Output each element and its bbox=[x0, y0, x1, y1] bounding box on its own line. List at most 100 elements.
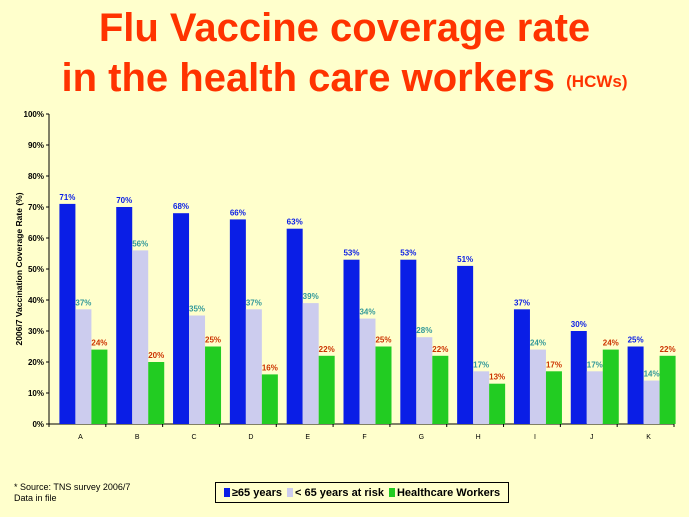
data-label: 13% bbox=[489, 373, 505, 382]
data-label: 28% bbox=[416, 326, 432, 335]
x-tick-label: B bbox=[135, 434, 140, 441]
data-label: 22% bbox=[319, 345, 335, 354]
source-footnote: * Source: TNS survey 2006/7 Data in file bbox=[14, 482, 130, 504]
data-label: 53% bbox=[343, 249, 359, 258]
x-tick-label: J bbox=[590, 434, 594, 441]
bar bbox=[116, 207, 133, 424]
bar bbox=[302, 303, 319, 424]
data-label: 37% bbox=[246, 298, 262, 307]
data-label: 17% bbox=[473, 360, 489, 369]
source-text: * Source: TNS survey 2006/7 bbox=[14, 482, 131, 492]
data-label: 16% bbox=[262, 363, 278, 372]
y-tick-label: 50% bbox=[28, 265, 44, 274]
bar bbox=[229, 219, 246, 424]
data-label: 66% bbox=[230, 208, 246, 217]
data-label: 20% bbox=[148, 351, 164, 360]
bar bbox=[148, 362, 165, 424]
y-tick-label: 60% bbox=[28, 234, 44, 243]
bar bbox=[359, 318, 376, 424]
y-tick-label: 90% bbox=[28, 141, 44, 150]
data-label: 22% bbox=[660, 345, 676, 354]
bar bbox=[602, 349, 619, 424]
y-tick-label: 0% bbox=[32, 420, 44, 429]
x-tick-label: D bbox=[248, 434, 253, 441]
bar bbox=[173, 213, 190, 424]
chart-legend: ≥65 years < 65 years at risk Healthcare … bbox=[215, 482, 509, 503]
data-label: 24% bbox=[91, 339, 107, 348]
bar bbox=[245, 309, 262, 424]
data-note: Data in file bbox=[14, 493, 57, 503]
legend-swatch bbox=[223, 488, 230, 497]
slide-title-line2: in the health care workers (HCWs) bbox=[0, 56, 689, 101]
bar bbox=[643, 380, 660, 424]
legend-label: < 65 years at risk bbox=[294, 486, 384, 499]
bar bbox=[343, 259, 360, 424]
legend-swatch bbox=[286, 488, 293, 497]
x-tick-label: E bbox=[305, 434, 310, 441]
data-label: 30% bbox=[571, 320, 587, 329]
y-tick-label: 100% bbox=[24, 110, 44, 119]
bar bbox=[529, 349, 546, 424]
slide-title-main: in the health care workers bbox=[61, 56, 555, 100]
x-tick-label: G bbox=[419, 434, 424, 441]
data-label: 70% bbox=[116, 196, 132, 205]
bar bbox=[286, 228, 303, 424]
legend-item-under-65-at-risk: < 65 years at risk bbox=[286, 486, 384, 499]
bar bbox=[261, 374, 278, 424]
y-tick-label: 40% bbox=[28, 296, 44, 305]
bar bbox=[375, 346, 392, 424]
data-label: 25% bbox=[205, 336, 221, 345]
y-axis-title: 2006/7 Vaccination Coverage Rate (%) bbox=[14, 192, 24, 345]
bar bbox=[513, 309, 530, 424]
data-label: 51% bbox=[457, 255, 473, 264]
legend-label: ≥65 years bbox=[231, 486, 282, 499]
slide-title-line1: Flu Vaccine coverage rate bbox=[98, 6, 591, 50]
x-tick-label: C bbox=[192, 434, 197, 441]
chart-data-labels: 71% 37% 24% 70% 56% 20% 68% 35% 25% 66% 37% 16% 63% 3… bbox=[59, 193, 675, 382]
slide-title-suffix: (HCWs) bbox=[566, 72, 628, 91]
bar bbox=[659, 355, 676, 424]
y-tick-label: 70% bbox=[28, 203, 44, 212]
y-tick-label: 80% bbox=[28, 172, 44, 181]
bar bbox=[318, 355, 335, 424]
bar bbox=[400, 259, 417, 424]
data-label: 17% bbox=[587, 360, 603, 369]
data-label: 39% bbox=[303, 292, 319, 301]
bar bbox=[91, 349, 108, 424]
x-tick-label: K bbox=[646, 434, 651, 441]
data-label: 24% bbox=[603, 339, 619, 348]
bar bbox=[59, 203, 76, 424]
bar bbox=[189, 315, 206, 424]
bar bbox=[545, 371, 562, 424]
data-label: 71% bbox=[59, 193, 75, 202]
bar bbox=[457, 265, 474, 424]
data-label: 63% bbox=[287, 218, 303, 227]
x-tick-label: I bbox=[534, 434, 536, 441]
x-tick-label: F bbox=[362, 434, 366, 441]
bar bbox=[489, 383, 506, 424]
data-label: 34% bbox=[359, 308, 375, 317]
data-label: 35% bbox=[189, 305, 205, 314]
x-tick-label: A bbox=[78, 434, 83, 441]
legend-swatch bbox=[388, 488, 395, 497]
data-label: 22% bbox=[432, 345, 448, 354]
data-label: 24% bbox=[530, 339, 546, 348]
bar bbox=[627, 346, 644, 424]
x-tick-label: H bbox=[476, 434, 481, 441]
bar bbox=[570, 331, 587, 424]
bar bbox=[586, 371, 603, 424]
data-label: 25% bbox=[628, 336, 644, 345]
y-tick-label: 30% bbox=[28, 327, 44, 336]
y-tick-label: 10% bbox=[28, 389, 44, 398]
legend-item-healthcare-workers: Healthcare Workers bbox=[388, 486, 501, 499]
legend-item-65-plus: ≥65 years bbox=[223, 486, 282, 499]
data-label: 53% bbox=[400, 249, 416, 258]
legend-label: Healthcare Workers bbox=[396, 486, 501, 499]
y-tick-label: 20% bbox=[28, 358, 44, 367]
bar bbox=[416, 337, 433, 424]
bar bbox=[75, 309, 92, 424]
data-label: 17% bbox=[546, 360, 562, 369]
data-label: 56% bbox=[132, 239, 148, 248]
data-label: 68% bbox=[173, 202, 189, 211]
